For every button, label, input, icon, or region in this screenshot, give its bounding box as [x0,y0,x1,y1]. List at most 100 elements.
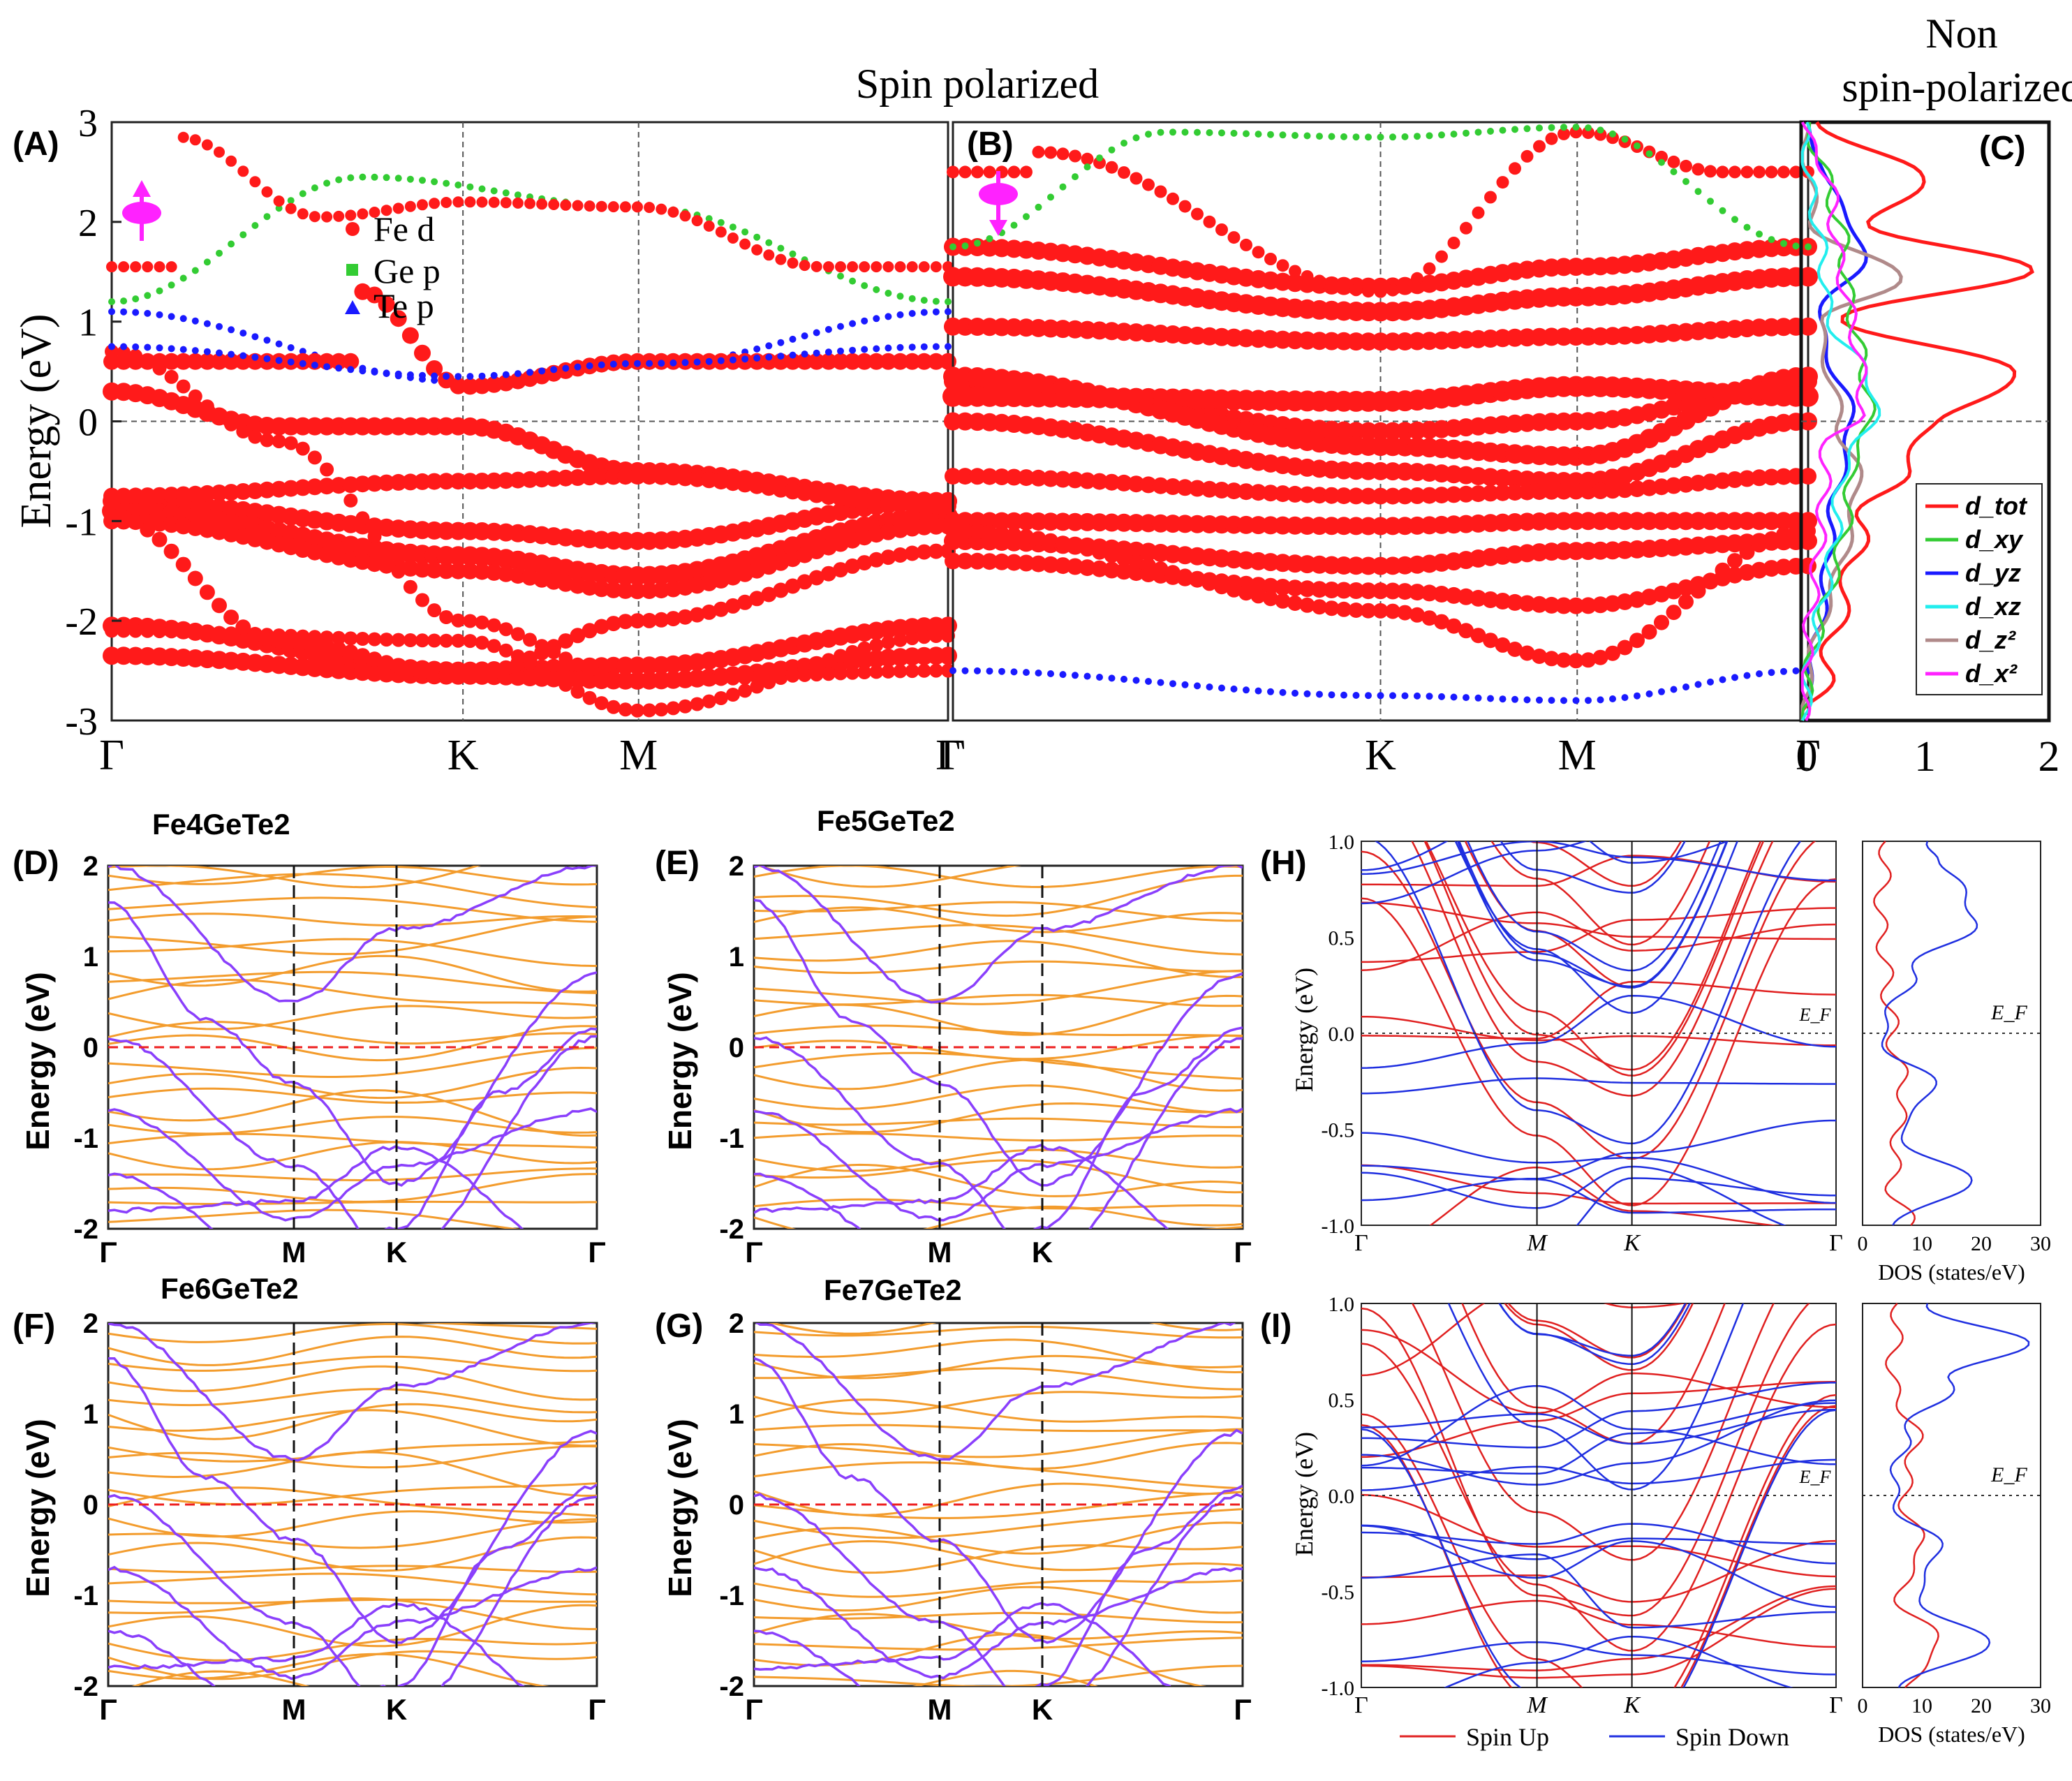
band-point-fe-d [1018,469,1035,487]
band-point-fe-d [486,663,502,679]
band-point-fe-d [369,207,380,218]
dos-x-tick-label: 30 [2030,1694,2051,1717]
band-point-fe-d [1800,468,1816,485]
orange-band [754,1579,1243,1598]
panel-f-ylabel: Energy (eV) [20,1419,56,1597]
band-point-fe-d [401,473,419,491]
band-point-ge-p [311,184,318,192]
band-point-fe-d [295,441,310,456]
band-point-te-p [108,308,115,316]
band-point-fe-d [1105,161,1118,174]
band-point-fe-d [570,684,585,699]
band-point-fe-d [498,643,513,658]
dos-curve-spin-up [1873,841,1916,1226]
y-tick-label: 1.0 [1329,831,1355,854]
band-point-te-p [514,370,521,378]
dos-curve-d_tot [1800,121,2034,720]
band-point-ge-p [1157,128,1164,136]
band-point-fe-d [847,261,859,273]
panel-e: (E) Fe5GeTe2 Energy (eV) Γ M K Γ 2 1 0 -1 -2 [655,804,1252,1269]
band-point-fe-d [796,353,813,370]
band-point-fe-d [1581,652,1596,668]
k-tick-label: K [1365,732,1396,779]
band-point-ge-p [1438,131,1445,139]
spin-up-band [1461,1303,1726,1444]
band-point-fe-d [415,663,430,679]
band-point-fe-d [404,200,416,212]
band-point-ge-p [1474,128,1482,136]
band-point-ge-p [717,219,725,226]
band-point-te-p [1621,694,1629,702]
band-point-fe-d [605,616,621,632]
band-point-te-p [1414,692,1421,700]
band-point-ge-p [1010,221,1018,229]
band-point-fe-d [154,261,165,273]
panel-h-ylabel: Energy (eV) [1290,968,1318,1092]
band-point-fe-d [1568,653,1584,669]
band-point-fe-d [223,609,239,626]
legend-d_xz: d_xz [1965,592,2021,621]
panel-e-ylabel: Energy (eV) [662,972,698,1151]
orange-band [754,1117,1243,1128]
panel-c-legend-box [1916,483,2043,695]
band-point-fe-d [1361,603,1376,619]
band-point-ge-p [1377,133,1384,141]
band-point-te-p [466,373,474,380]
spin-down-band [1361,1385,1836,1467]
band-point-fe-d [666,701,681,716]
band-point-fe-d [982,524,998,540]
band-point-fe-d [1482,485,1499,502]
purple-band [108,1323,597,1462]
band-point-te-p [120,343,128,350]
band-point-fe-d [833,562,848,578]
band-point-te-p [1609,695,1616,702]
band-point-te-p [861,317,868,325]
band-point-ge-p [729,223,737,231]
spin-down-band [1361,1382,1836,1449]
band-point-fe-d [476,196,488,208]
band-point-fe-d [357,208,369,220]
band-point-fe-d [272,434,286,449]
band-point-fe-d [1372,487,1389,505]
band-point-fe-d [1225,482,1243,500]
band-point-fe-d [1005,468,1023,486]
band-point-fe-d [306,353,323,370]
band-point-te-p [801,350,808,358]
band-point-fe-d [521,471,538,488]
band-point-fe-d [1164,478,1181,495]
band-point-fe-d [211,353,228,370]
band-point-te-p [1230,685,1238,693]
band-point-fe-d [572,200,584,212]
band-point-te-p [371,368,378,376]
band-point-fe-d [892,547,908,563]
band-point-fe-d [667,206,679,218]
band-point-fe-d [1531,483,1548,501]
orange-band [108,1653,550,1686]
band-point-ge-p [1328,133,1335,140]
band-point-fe-d [402,661,418,677]
band-point-fe-d [246,353,264,370]
band-point-fe-d [547,670,561,685]
band-point-fe-d [1580,597,1597,614]
band-point-ge-p [1426,132,1433,140]
band-point-fe-d [450,562,467,579]
band-point-fe-d [880,495,897,512]
band-point-fe-d [1032,145,1045,158]
band-point-fe-d [811,260,822,272]
orange-band [108,1047,597,1078]
band-point-fe-d [1605,645,1620,661]
band-point-fe-d [784,353,801,370]
panel-e-label: (E) [655,845,700,882]
band-point-fe-d [318,478,336,495]
band-point-fe-d [1775,559,1792,576]
y-tick-label: 2 [78,202,98,245]
band-point-fe-d [641,468,658,485]
orange-band [108,1323,597,1345]
spin-down-band [1576,1177,1836,1225]
band-point-ge-p [419,177,426,184]
y-tick-label: 2 [729,851,744,882]
orange-band [754,1613,1243,1640]
band-point-fe-d [582,690,597,705]
orange-band [108,1066,597,1100]
spin-down-band [1361,1458,1836,1491]
